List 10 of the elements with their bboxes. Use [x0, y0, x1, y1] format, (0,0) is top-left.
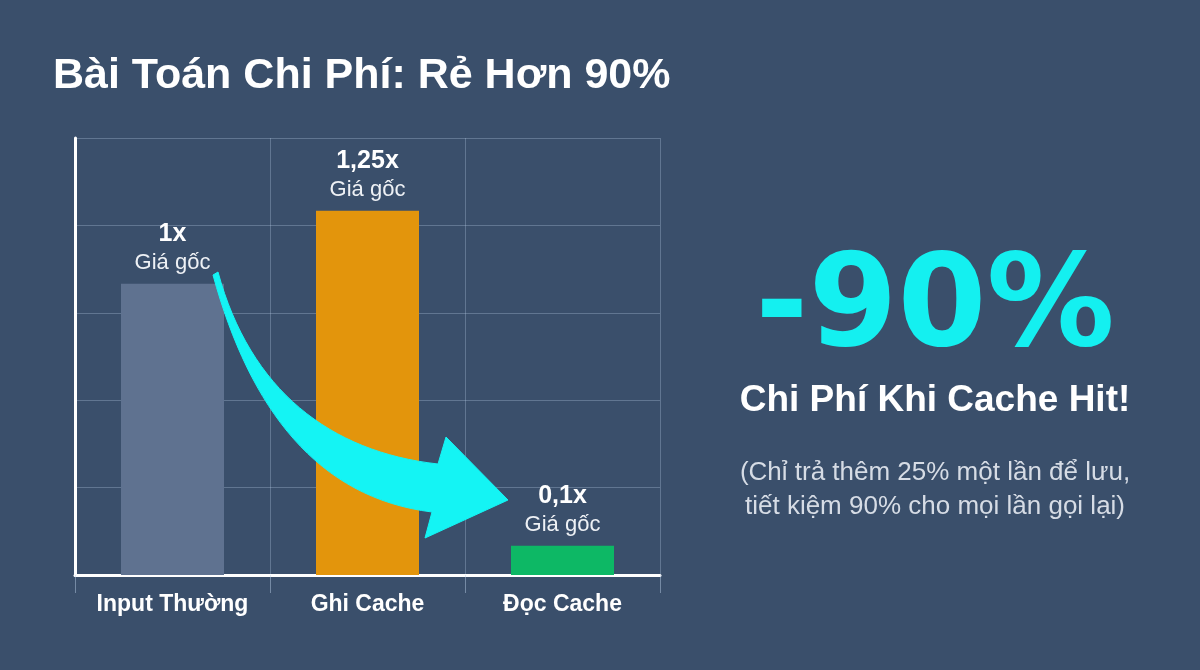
chart-title: Bài Toán Chi Phí: Rẻ Hơn 90% [53, 48, 671, 97]
data-label: 1x Giá gốc [134, 217, 211, 275]
text: Chi Phí Khi Cache Hit! [739, 377, 1131, 419]
text: (Chỉ trả thêm 25% một lần để lưu, tiết kiệm 90% cho mọi lần gọi lại) [739, 456, 1131, 520]
text: -90% [755, 225, 1115, 375]
x-tick-label: Đọc Cache [503, 589, 622, 616]
x-tick-label: Input Thường [96, 589, 249, 616]
data-label: 1,25x Giá gốc [329, 144, 406, 202]
x-tick-label: Ghi Cache [310, 589, 425, 616]
data-label: 0,1x Giá gốc [524, 479, 601, 537]
